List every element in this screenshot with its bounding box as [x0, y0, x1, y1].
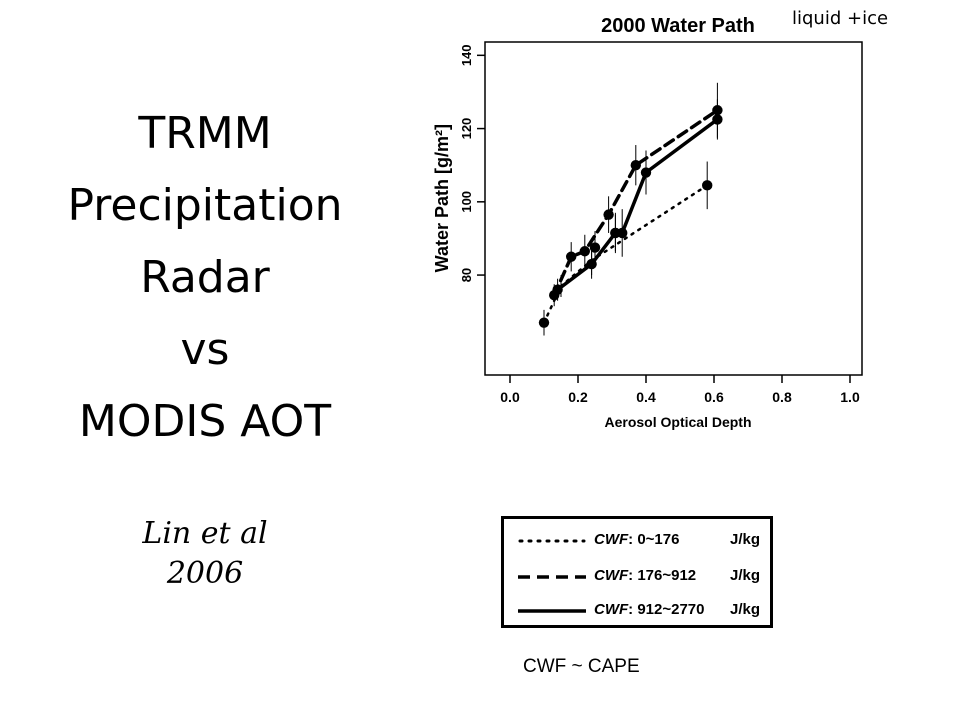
legend-item-solid: CWF: 912~2770 J/kg [518, 599, 768, 623]
chart-legend: CWF: 0~176 J/kg CWF: 176~912 J/kg CWF: 9… [501, 516, 773, 628]
legend-unit: J/kg [730, 567, 761, 584]
y-tick-label: 80 [459, 268, 474, 282]
x-tick-label: 1.0 [840, 389, 860, 405]
data-point [586, 258, 597, 270]
legend-item-dotted: CWF: 0~176 J/kg [518, 529, 768, 553]
data-point [538, 317, 550, 328]
data-point [610, 227, 621, 239]
title-line: vs [180, 324, 230, 375]
legend-label: CWF: 176~912 [594, 567, 697, 584]
title-line: TRMM [138, 108, 272, 159]
cwf-note: CWF ~ CAPE [523, 656, 640, 677]
slide-title: TRMM Precipitation Radar vs MODIS AOT [40, 98, 370, 458]
chart-title: 2000 Water Path [601, 15, 755, 37]
data-point [603, 209, 614, 220]
citation-line: 2006 [166, 556, 244, 591]
data-point [630, 159, 641, 171]
data-point [566, 251, 577, 262]
corner-note: liquid +ice [792, 8, 889, 29]
legend-label: CWF: 912~2770 [594, 601, 705, 618]
title-line: Precipitation [67, 180, 343, 231]
y-tick-label: 140 [459, 44, 474, 66]
x-tick-label: 0.8 [772, 389, 792, 405]
series-line-dashed [552, 108, 720, 297]
citation: Lin et al 2006 [100, 514, 310, 594]
x-tick-label: 0.0 [500, 389, 520, 405]
x-tick-label: 0.4 [636, 389, 656, 405]
data-point [552, 284, 563, 295]
legend-item-dashed: CWF: 176~912 J/kg [518, 565, 768, 589]
x-tick-label: 0.6 [704, 389, 724, 405]
water-path-chart: 2000 Water Path 0.0 0.2 0.4 0.6 0.8 1.0 Aerosol… [432, 15, 863, 430]
data-point [589, 242, 601, 253]
legend-line-dotted [518, 539, 586, 543]
citation-line: Lin et al [142, 516, 268, 551]
legend-unit: J/kg [730, 531, 761, 548]
data-point [640, 167, 652, 178]
title-line: MODIS AOT [78, 396, 332, 447]
legend-line-solid [518, 609, 586, 613]
y-tick-label: 100 [459, 191, 474, 213]
legend-label: CWF: 0~176 [594, 531, 680, 548]
title-line: Radar [140, 252, 270, 303]
data-point [702, 180, 713, 191]
y-tick-label: 120 [459, 118, 474, 140]
data-point [712, 114, 723, 125]
plot-frame [484, 41, 863, 376]
x-tick-label: 0.2 [568, 389, 588, 405]
series-line-solid [555, 117, 720, 292]
legend-line-dashed [518, 575, 586, 579]
y-axis-label: Water Path [g/m²] [432, 124, 452, 272]
x-axis-label: Aerosol Optical Depth [604, 414, 751, 430]
legend-unit: J/kg [730, 601, 761, 618]
data-point [579, 246, 590, 257]
